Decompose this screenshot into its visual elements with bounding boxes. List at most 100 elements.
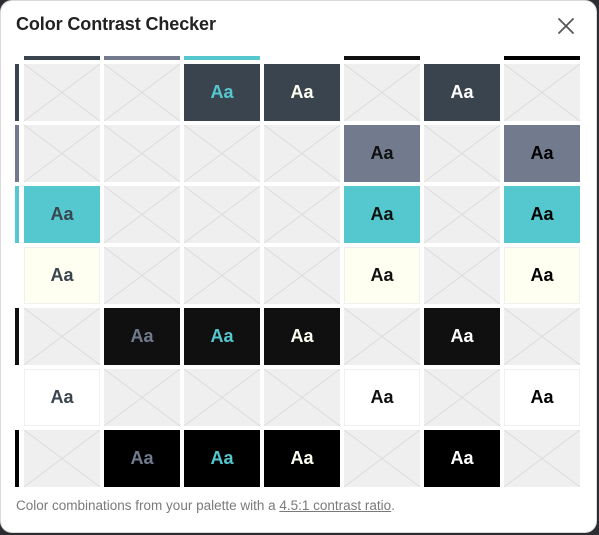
- cross-placeholder-icon: [104, 369, 180, 426]
- sample-text: Aa: [130, 326, 154, 346]
- sample-text: Aa: [50, 265, 74, 285]
- contrast-sample-cell[interactable]: Aa: [24, 247, 100, 304]
- empty-cell: [264, 247, 340, 304]
- cross-placeholder-icon: [264, 369, 340, 426]
- empty-cell: [344, 64, 420, 121]
- cross-placeholder-icon: [104, 64, 180, 121]
- contrast-sample-cell[interactable]: Aa: [424, 430, 500, 487]
- cross-placeholder-icon: [24, 430, 100, 487]
- cross-placeholder-icon: [24, 125, 100, 182]
- cross-placeholder-icon: [504, 430, 580, 487]
- contrast-sample-cell[interactable]: Aa: [184, 308, 260, 365]
- cross-placeholder-icon: [424, 186, 500, 243]
- contrast-sample-cell[interactable]: Aa: [504, 369, 580, 426]
- cross-placeholder-icon: [424, 125, 500, 182]
- cross-placeholder-icon: [344, 308, 420, 365]
- contrast-sample-cell[interactable]: Aa: [184, 64, 260, 121]
- sample-text: Aa: [50, 387, 74, 407]
- cross-placeholder-icon: [104, 186, 180, 243]
- sample-text: Aa: [210, 82, 234, 102]
- sample-text: Aa: [290, 82, 314, 102]
- column-color-bar: [24, 56, 100, 60]
- cross-placeholder-icon: [344, 64, 420, 121]
- sample-text: Aa: [210, 326, 234, 346]
- column-color-bar: [104, 56, 180, 60]
- row-color-bar: [15, 308, 19, 365]
- contrast-ratio-link[interactable]: 4.5:1 contrast ratio: [279, 498, 392, 513]
- empty-cell: [264, 186, 340, 243]
- close-button[interactable]: [554, 14, 578, 38]
- row-color-bar: [15, 186, 19, 243]
- contrast-sample-cell[interactable]: Aa: [24, 369, 100, 426]
- empty-cell: [184, 186, 260, 243]
- column-color-bar: [504, 56, 580, 60]
- dialog-title: Color Contrast Checker: [16, 14, 216, 34]
- cross-placeholder-icon: [344, 430, 420, 487]
- row-color-bar: [15, 125, 19, 182]
- empty-cell: [104, 64, 180, 121]
- contrast-sample-cell[interactable]: Aa: [344, 247, 420, 304]
- cross-placeholder-icon: [504, 64, 580, 121]
- empty-cell: [24, 125, 100, 182]
- sample-text: Aa: [290, 326, 314, 346]
- cross-placeholder-icon: [264, 247, 340, 304]
- contrast-sample-cell[interactable]: Aa: [264, 308, 340, 365]
- contrast-sample-cell[interactable]: Aa: [424, 308, 500, 365]
- empty-cell: [104, 247, 180, 304]
- contrast-sample-cell[interactable]: Aa: [504, 247, 580, 304]
- sample-text: Aa: [450, 326, 474, 346]
- contrast-sample-cell[interactable]: Aa: [24, 186, 100, 243]
- empty-cell: [24, 64, 100, 121]
- cross-placeholder-icon: [24, 308, 100, 365]
- sample-text: Aa: [370, 387, 394, 407]
- empty-cell: [504, 430, 580, 487]
- empty-cell: [184, 125, 260, 182]
- cross-placeholder-icon: [264, 186, 340, 243]
- contrast-sample-cell[interactable]: Aa: [344, 369, 420, 426]
- contrast-sample-cell[interactable]: Aa: [504, 125, 580, 182]
- cross-placeholder-icon: [184, 125, 260, 182]
- empty-cell: [104, 186, 180, 243]
- sample-text: Aa: [370, 204, 394, 224]
- sample-text: Aa: [210, 448, 234, 468]
- contrast-sample-cell[interactable]: Aa: [104, 308, 180, 365]
- sample-text: Aa: [530, 265, 554, 285]
- empty-cell: [424, 369, 500, 426]
- sample-text: Aa: [130, 448, 154, 468]
- empty-cell: [424, 125, 500, 182]
- cross-placeholder-icon: [264, 125, 340, 182]
- empty-cell: [104, 369, 180, 426]
- cross-placeholder-icon: [104, 247, 180, 304]
- sample-text: Aa: [50, 204, 74, 224]
- empty-cell: [504, 64, 580, 121]
- footer-text-end: .: [391, 498, 395, 513]
- contrast-sample-cell[interactable]: Aa: [504, 186, 580, 243]
- cross-placeholder-icon: [184, 369, 260, 426]
- empty-cell: [24, 308, 100, 365]
- empty-cell: [104, 125, 180, 182]
- contrast-sample-cell[interactable]: Aa: [104, 430, 180, 487]
- empty-cell: [184, 247, 260, 304]
- empty-cell: [344, 430, 420, 487]
- contrast-sample-cell[interactable]: Aa: [264, 64, 340, 121]
- contrast-sample-cell[interactable]: Aa: [184, 430, 260, 487]
- cross-placeholder-icon: [104, 125, 180, 182]
- cross-placeholder-icon: [24, 64, 100, 121]
- contrast-sample-cell[interactable]: Aa: [424, 64, 500, 121]
- sample-text: Aa: [290, 448, 314, 468]
- cross-placeholder-icon: [184, 247, 260, 304]
- sample-text: Aa: [450, 82, 474, 102]
- sample-text: Aa: [530, 143, 554, 163]
- contrast-sample-cell[interactable]: Aa: [344, 186, 420, 243]
- empty-cell: [424, 247, 500, 304]
- cross-placeholder-icon: [184, 186, 260, 243]
- cross-placeholder-icon: [424, 369, 500, 426]
- sample-text: Aa: [370, 143, 394, 163]
- contrast-grid: Aa Aa Aa Aa Aa Aa Aa Aa Aa Aa Aa Aa Aa Aa Aa Aa Aa Aa Aa Aa…: [1, 51, 596, 488]
- dialog-header: Color Contrast Checker: [1, 1, 596, 51]
- cross-placeholder-icon: [504, 308, 580, 365]
- contrast-sample-cell[interactable]: Aa: [344, 125, 420, 182]
- empty-cell: [504, 308, 580, 365]
- contrast-sample-cell[interactable]: Aa: [264, 430, 340, 487]
